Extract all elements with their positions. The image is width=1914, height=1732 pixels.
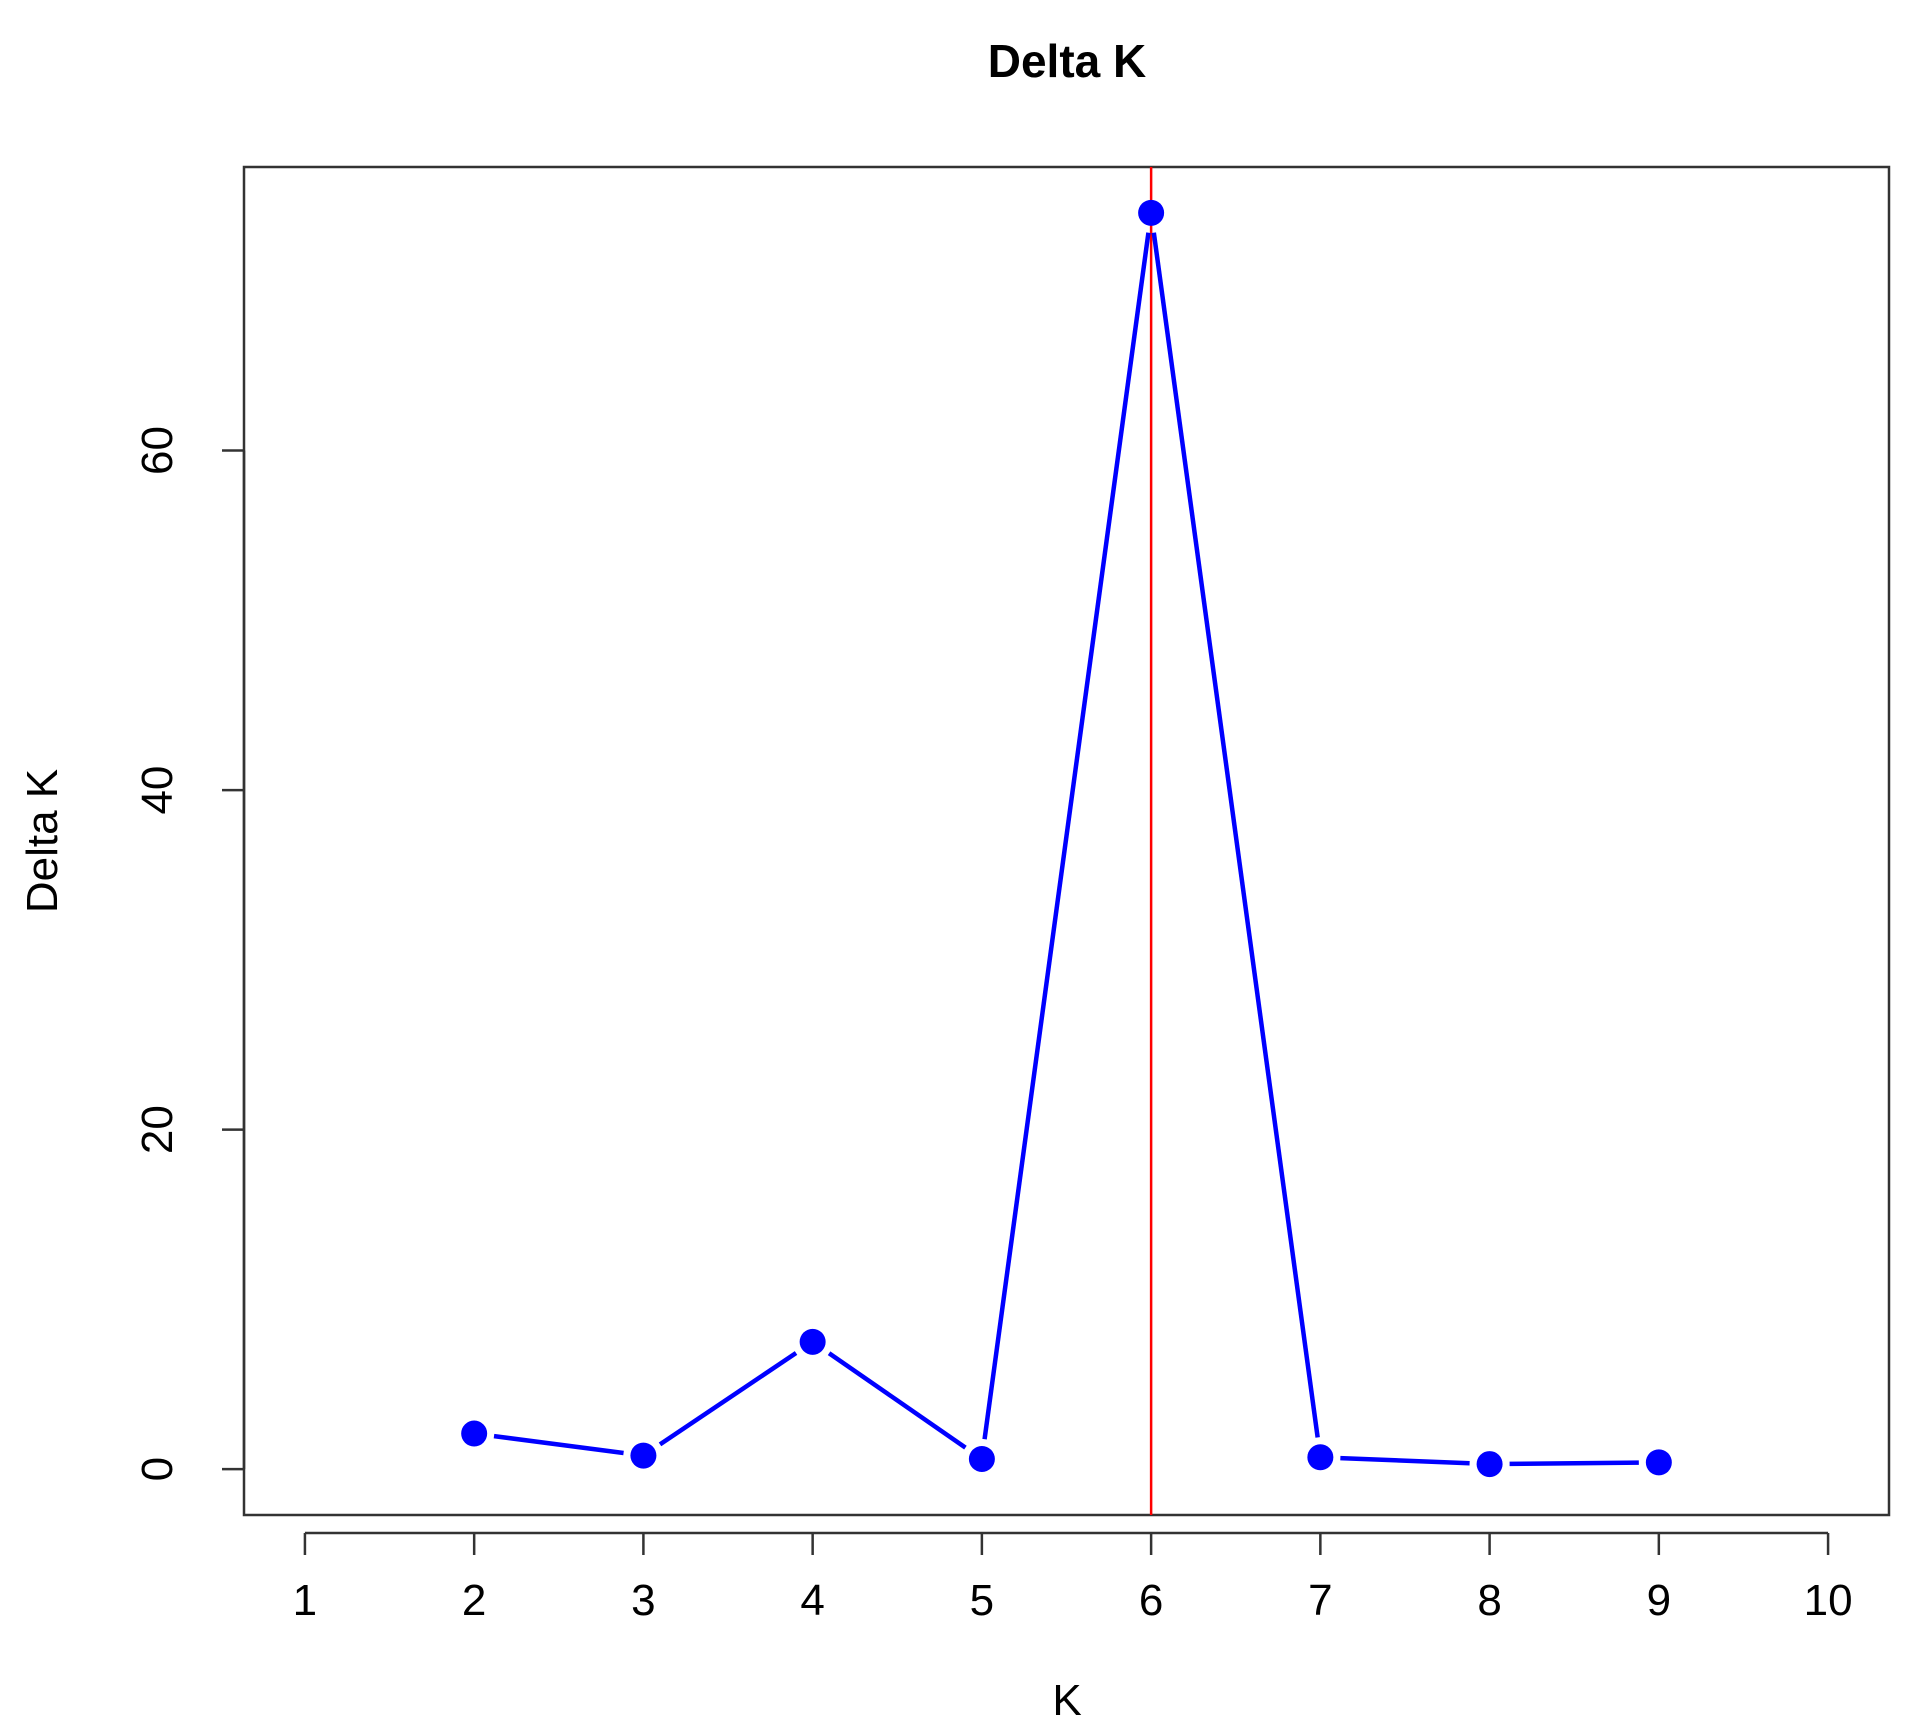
x-axis-label: K	[1052, 1676, 1081, 1725]
series-line-segment	[827, 1351, 967, 1450]
x-tick-label: 8	[1477, 1576, 1501, 1625]
series-line-segment	[1151, 232, 1320, 1438]
data-point	[1307, 1444, 1334, 1471]
data-point	[799, 1328, 826, 1355]
x-tick-label: 10	[1804, 1576, 1853, 1625]
data-point	[1138, 199, 1165, 226]
data-point	[461, 1420, 488, 1447]
x-tick-label: 6	[1139, 1576, 1163, 1625]
y-tick-label: 60	[133, 426, 182, 475]
data-point	[1476, 1451, 1503, 1478]
series-line-segment	[493, 1433, 624, 1456]
x-tick-label: 2	[462, 1576, 486, 1625]
y-axis-label: Delta K	[18, 769, 67, 913]
series-line-segment	[658, 1351, 798, 1447]
y-tick-label: 0	[133, 1457, 182, 1481]
series-line-segment	[1340, 1455, 1470, 1466]
x-tick-label: 9	[1647, 1576, 1671, 1625]
series-line-segment	[982, 232, 1151, 1440]
data-point	[1645, 1449, 1672, 1476]
series-layer	[461, 199, 1672, 1478]
x-tick-label: 7	[1308, 1576, 1332, 1625]
data-point	[630, 1442, 657, 1469]
x-axis: 1 2 3 4 5 6 7 8 9 10	[293, 1531, 1853, 1625]
y-tick-label: 20	[133, 1105, 182, 1154]
y-tick-label: 40	[133, 766, 182, 815]
x-tick-label: 5	[970, 1576, 994, 1625]
y-axis: 0 20 40 60	[133, 426, 246, 1481]
series-line-segment	[1509, 1460, 1639, 1467]
x-tick-label: 4	[800, 1576, 824, 1625]
chart-title: Delta K	[988, 35, 1146, 87]
x-tick-label: 1	[293, 1576, 317, 1625]
x-tick-label: 3	[631, 1576, 655, 1625]
data-point	[968, 1445, 995, 1472]
